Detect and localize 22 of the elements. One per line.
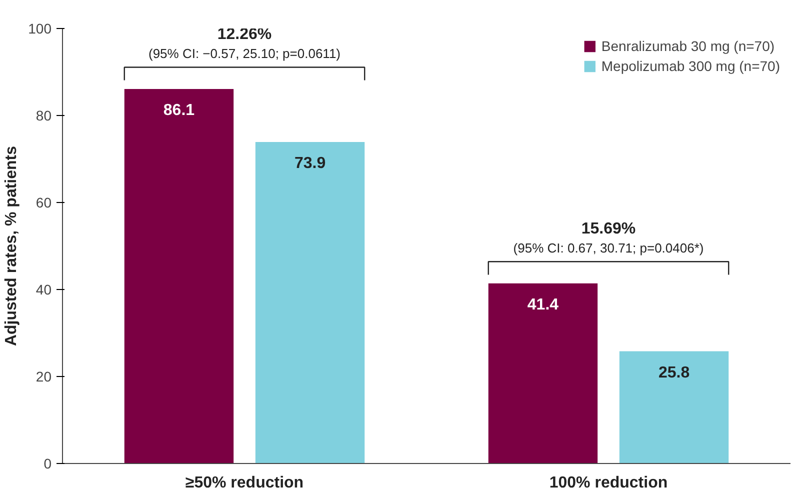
- x-tick-label: ≥50% reduction: [185, 474, 304, 492]
- data-label: 86.1: [163, 102, 195, 119]
- y-tick-label: 100: [28, 20, 52, 36]
- bar: [124, 88, 234, 464]
- bar: [619, 351, 729, 464]
- y-tick-label: 20: [36, 368, 52, 384]
- data-label: 73.9: [294, 155, 326, 172]
- y-axis-title: Adjusted rates, % patients: [3, 146, 20, 346]
- x-tick-label: 100% reduction: [549, 474, 668, 492]
- data-label: 25.8: [658, 364, 690, 382]
- bar: [488, 283, 598, 464]
- legend-label: Mepolizumab 300 mg (n=70): [601, 58, 780, 74]
- y-tick-label: 40: [36, 282, 52, 298]
- y-tick-label: 0: [44, 456, 52, 472]
- bar: [255, 142, 365, 464]
- data-label: 41.4: [527, 296, 559, 314]
- annotation: (95% CI: −0.57, 25.10; p=0.0611): [148, 46, 341, 62]
- annotation: 15.69%: [581, 220, 636, 238]
- y-tick-label: 60: [36, 194, 52, 210]
- annotation: (95% CI: 0.67, 30.71; p=0.0406*): [513, 240, 704, 256]
- y-tick-label: 80: [36, 108, 52, 124]
- legend-label: Benralizumab 30 mg (n=70): [601, 38, 775, 54]
